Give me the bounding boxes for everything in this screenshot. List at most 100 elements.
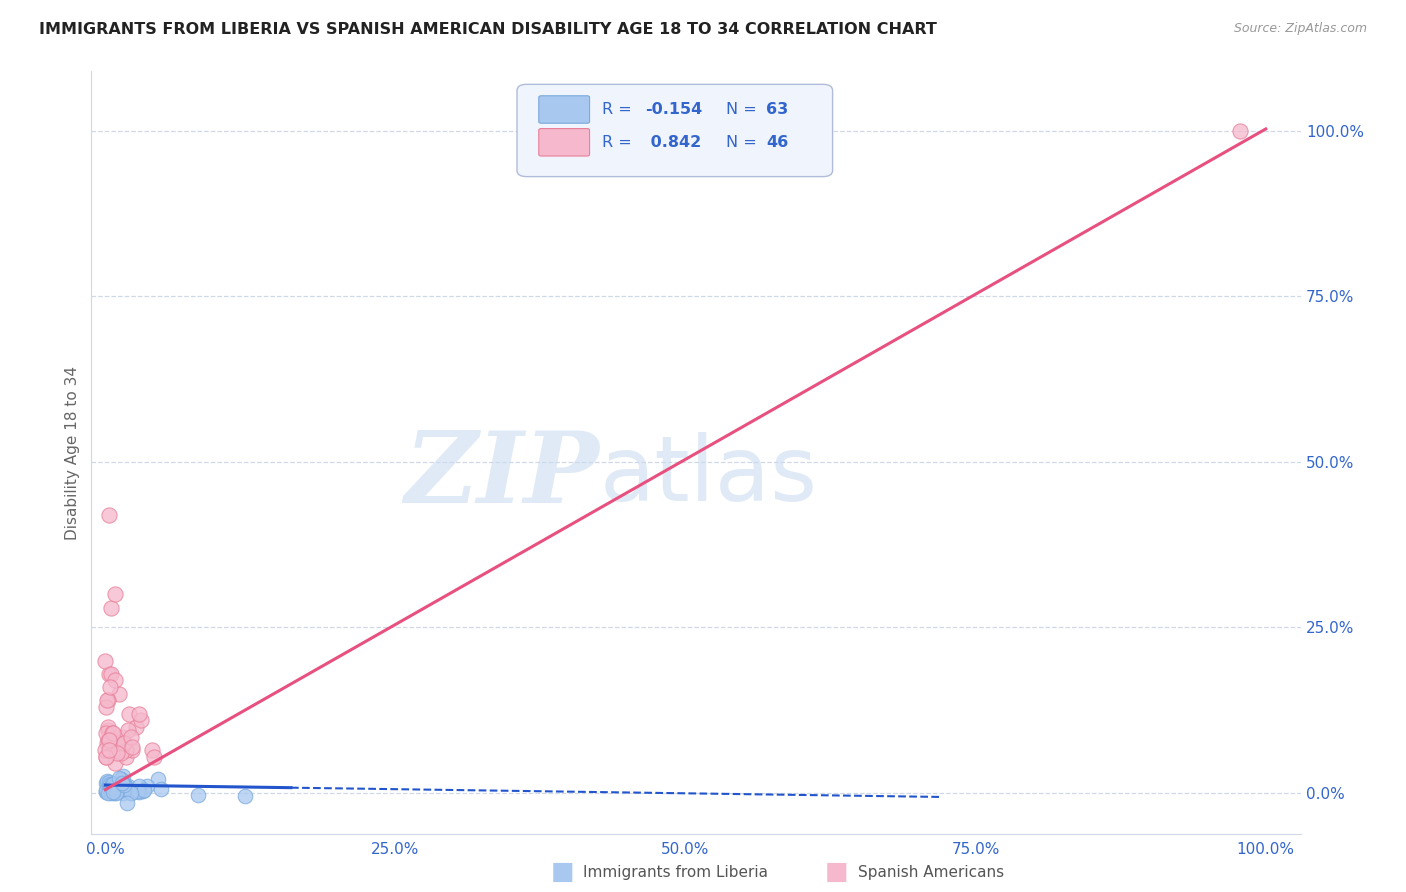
Point	[96, 736, 118, 750]
Point	[117, 723, 139, 737]
Point	[112, 782, 135, 797]
Point	[97, 782, 120, 797]
Point	[110, 746, 132, 760]
Point	[114, 780, 136, 795]
Point	[101, 782, 124, 797]
Point	[110, 783, 132, 797]
Point	[104, 785, 127, 799]
Point	[97, 693, 120, 707]
Point	[97, 733, 120, 747]
Point	[115, 743, 138, 757]
Point	[120, 730, 142, 744]
Point	[143, 749, 166, 764]
Text: ■: ■	[825, 861, 848, 884]
Point	[97, 733, 120, 747]
Text: atlas: atlas	[599, 432, 817, 519]
Point	[128, 785, 150, 799]
Point	[104, 673, 127, 688]
Point	[98, 743, 121, 757]
Point	[96, 749, 118, 764]
Point	[101, 783, 124, 797]
Point	[128, 779, 150, 793]
Text: ■: ■	[551, 861, 574, 884]
Point	[108, 772, 131, 786]
Point	[100, 786, 122, 800]
Point	[94, 726, 117, 740]
Point	[128, 706, 150, 721]
Point	[94, 654, 117, 668]
Point	[100, 777, 122, 791]
Text: R =: R =	[602, 135, 637, 150]
Point	[136, 779, 159, 793]
Point	[96, 693, 118, 707]
Point	[112, 779, 135, 793]
Point	[233, 789, 256, 803]
Point	[148, 772, 170, 786]
Point	[103, 779, 125, 793]
Point	[94, 782, 117, 797]
Point	[101, 785, 124, 799]
Point	[97, 720, 120, 734]
Point	[96, 785, 118, 799]
Point	[100, 600, 122, 615]
Point	[101, 781, 124, 796]
Point	[112, 736, 135, 750]
Point	[108, 687, 131, 701]
Y-axis label: Disability Age 18 to 34: Disability Age 18 to 34	[65, 366, 80, 540]
Point	[114, 749, 136, 764]
Point	[103, 785, 125, 799]
Point	[94, 749, 117, 764]
Point	[127, 783, 149, 797]
Text: 0.842: 0.842	[645, 135, 702, 150]
Point	[98, 777, 121, 791]
Point	[120, 786, 142, 800]
FancyBboxPatch shape	[538, 95, 589, 123]
Point	[117, 796, 139, 810]
Point	[104, 784, 127, 798]
Point	[97, 508, 120, 522]
Text: Spanish Americans: Spanish Americans	[858, 865, 1004, 880]
Point	[104, 587, 127, 601]
Point	[98, 784, 121, 798]
Point	[114, 778, 136, 792]
Point	[105, 783, 128, 797]
Point	[110, 772, 132, 786]
Text: Immigrants from Liberia: Immigrants from Liberia	[583, 865, 769, 880]
Point	[105, 736, 128, 750]
Point	[111, 787, 134, 801]
Point	[100, 781, 122, 796]
Point	[104, 756, 127, 771]
Point	[98, 733, 121, 747]
Point	[103, 785, 125, 799]
Point	[104, 784, 127, 798]
Point	[101, 736, 124, 750]
Point	[104, 780, 127, 795]
Point	[96, 776, 118, 790]
Point	[97, 775, 120, 789]
Point	[103, 778, 125, 792]
Point	[131, 784, 153, 798]
Point	[121, 739, 143, 754]
Point	[105, 784, 128, 798]
Point	[97, 784, 120, 798]
Text: 46: 46	[766, 135, 789, 150]
Point	[100, 666, 122, 681]
Text: Source: ZipAtlas.com: Source: ZipAtlas.com	[1233, 22, 1367, 36]
Point	[105, 746, 128, 760]
Point	[1229, 124, 1251, 138]
Point	[101, 726, 124, 740]
Point	[104, 782, 127, 797]
Text: N =: N =	[725, 102, 762, 117]
Point	[98, 785, 121, 799]
Point	[94, 743, 117, 757]
Point	[131, 713, 153, 727]
Point	[103, 786, 125, 800]
Point	[103, 783, 125, 797]
Point	[98, 733, 121, 747]
Point	[150, 781, 173, 796]
Point	[110, 780, 132, 794]
Point	[132, 782, 155, 797]
Point	[117, 780, 139, 794]
Text: N =: N =	[725, 135, 762, 150]
Text: 63: 63	[766, 102, 789, 117]
